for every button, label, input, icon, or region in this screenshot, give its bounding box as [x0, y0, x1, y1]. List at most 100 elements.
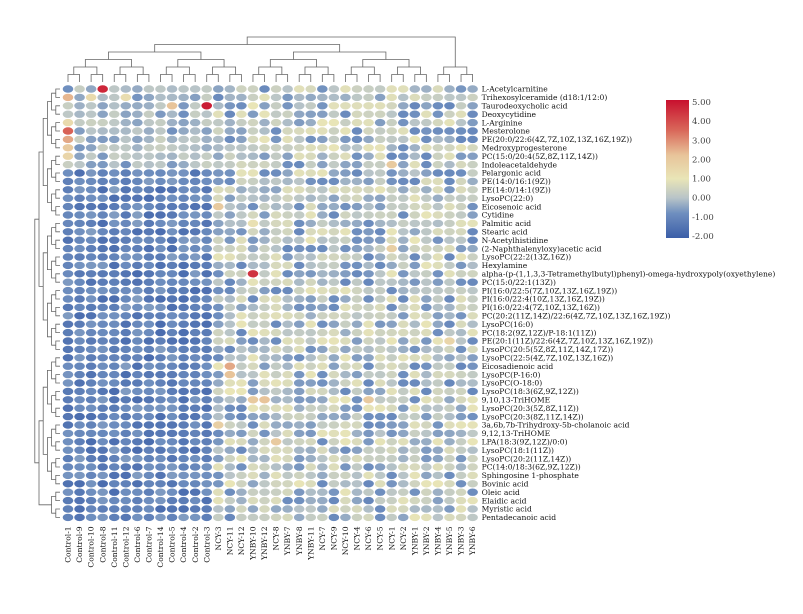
- heatmap-cell: [386, 404, 397, 412]
- dendrogram-branch: [212, 66, 237, 75]
- heatmap-cell: [444, 496, 455, 505]
- heatmap-cell: [74, 438, 85, 446]
- dendrogram-branch: [206, 74, 219, 82]
- heatmap-cell: [351, 505, 363, 513]
- heatmap-cell: [270, 312, 282, 320]
- heatmap-cell: [386, 412, 397, 421]
- heatmap-cell: [409, 471, 421, 480]
- heatmap-cell: [132, 211, 143, 219]
- heatmap-cell: [189, 421, 201, 429]
- row-label: LysoPC(20:5(5Z,8Z,11Z,14Z,17Z)): [482, 345, 614, 354]
- heatmap-cell: [178, 169, 189, 177]
- heatmap-cell: [397, 244, 409, 253]
- heatmap-cell: [397, 370, 409, 379]
- heatmap-cell: [143, 312, 155, 320]
- heatmap-cell: [340, 480, 351, 488]
- heatmap-cell: [374, 513, 386, 522]
- heatmap-cell: [444, 370, 455, 379]
- heatmap-cell: [293, 152, 305, 160]
- heatmap-cell: [108, 219, 120, 228]
- heatmap-cell: [467, 454, 478, 463]
- dendrogram-branch: [51, 126, 56, 144]
- heatmap-cell: [166, 236, 178, 244]
- heatmap-cell: [62, 186, 74, 194]
- heatmap-cell: [166, 446, 178, 454]
- heatmap-cell: [74, 312, 85, 320]
- heatmap-cell: [397, 303, 409, 312]
- heatmap-cell: [224, 177, 236, 186]
- heatmap-cell: [305, 177, 317, 186]
- heatmap-cell: [409, 286, 421, 295]
- heatmap-cell: [421, 438, 432, 446]
- heatmap-cell: [143, 379, 155, 387]
- dendrogram-branch: [55, 391, 60, 401]
- heatmap-cell: [166, 412, 178, 421]
- heatmap-cell: [432, 253, 444, 261]
- heatmap-cell: [97, 379, 108, 387]
- heatmap-cell: [132, 278, 143, 286]
- heatmap-cell: [293, 236, 305, 244]
- dendrogram-branch: [42, 118, 48, 186]
- heatmap-cell: [120, 286, 132, 295]
- heatmap-cell: [397, 160, 409, 169]
- heatmap-cell: [74, 505, 85, 513]
- heatmap-cell: [62, 219, 74, 228]
- heatmap-cell: [85, 488, 97, 496]
- heatmap-cell: [201, 135, 213, 144]
- heatmap-cell: [455, 337, 467, 345]
- heatmap-cell: [455, 429, 467, 438]
- heatmap-cell: [328, 261, 340, 270]
- heatmap-cell: [340, 110, 351, 118]
- heatmap-cell: [444, 328, 455, 337]
- heatmap-cell: [363, 429, 374, 438]
- heatmap-cell: [444, 228, 455, 236]
- heatmap-cell: [386, 144, 397, 152]
- heatmap-cell: [397, 345, 409, 354]
- dendrogram-branch: [47, 168, 52, 203]
- heatmap-cell: [467, 312, 478, 320]
- heatmap-cell: [247, 438, 259, 446]
- heatmap-cell: [340, 463, 351, 471]
- heatmap-cell: [386, 496, 397, 505]
- heatmap-cell: [409, 219, 421, 228]
- heatmap-cell: [317, 118, 328, 127]
- heatmap-cell: [270, 513, 282, 522]
- heatmap-cell: [397, 186, 409, 194]
- dendrogram-branch: [229, 74, 242, 82]
- heatmap-cell: [224, 127, 236, 135]
- heatmap-cell: [62, 261, 74, 270]
- heatmap-cell: [189, 228, 201, 236]
- dendrogram-branch: [55, 256, 60, 266]
- heatmap-cell: [270, 379, 282, 387]
- heatmap-cell: [189, 236, 201, 244]
- heatmap-cell: [409, 127, 421, 135]
- heatmap-cell: [166, 228, 178, 236]
- heatmap-cell: [74, 169, 85, 177]
- row-label: PI(16:0/22:4(10Z,13Z,16Z,19Z)): [482, 295, 605, 304]
- heatmap-cell: [293, 93, 305, 102]
- heatmap-cell: [386, 219, 397, 228]
- heatmap-cell: [74, 446, 85, 454]
- heatmap-cell: [293, 463, 305, 471]
- heatmap-cell: [409, 446, 421, 454]
- heatmap-cell: [62, 177, 74, 186]
- heatmap-cell: [224, 513, 236, 522]
- heatmap-cell: [317, 177, 328, 186]
- heatmap-cell: [328, 202, 340, 211]
- heatmap-cell: [363, 496, 374, 505]
- heatmap-cell: [409, 244, 421, 253]
- heatmap-cell: [247, 328, 259, 337]
- heatmap-cell: [340, 160, 351, 169]
- heatmap-cell: [317, 513, 328, 522]
- heatmap-cell: [120, 177, 132, 186]
- heatmap-cell: [421, 244, 432, 253]
- heatmap-cell: [224, 454, 236, 463]
- heatmap-cell: [317, 278, 328, 286]
- heatmap-cell: [374, 446, 386, 454]
- heatmap-cell: [143, 480, 155, 488]
- heatmap-cell: [236, 362, 247, 370]
- heatmap-cell: [212, 102, 224, 110]
- heatmap-cell: [201, 177, 213, 186]
- heatmap-cell: [282, 387, 293, 396]
- heatmap-cell: [293, 312, 305, 320]
